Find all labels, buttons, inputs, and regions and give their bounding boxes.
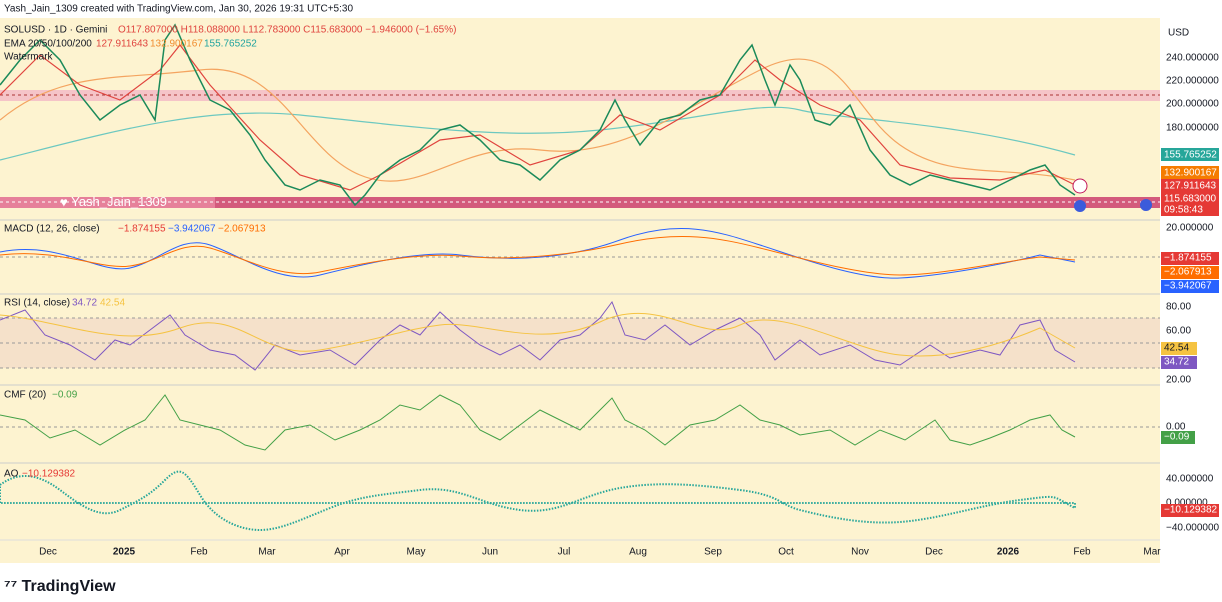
rsi-line: [0, 300, 1076, 371]
time-label: Apr: [334, 547, 350, 558]
time-axis: Dec 2025 Feb Mar Apr May Jun Jul Aug Sep Oct Nov Dec…: [39, 547, 1161, 558]
tick: 220.000000: [1166, 76, 1219, 87]
label-box: [1161, 356, 1197, 369]
rsi-ma: [0, 312, 1076, 357]
price-ticks: 240.000000 220.000000 200.000000 180.000…: [1166, 53, 1219, 234]
label-box: [1161, 431, 1195, 444]
tick: 240.000000: [1166, 53, 1219, 64]
label-box: [1161, 179, 1219, 192]
watermark-text: Yash_Jain_1309: [71, 194, 167, 209]
macd-value: −1.874155: [118, 224, 166, 235]
ema-value: 127.911643: [96, 39, 149, 50]
resistance-zone: [0, 90, 1160, 101]
price-label: 132.900167: [1164, 168, 1217, 179]
tick: 0.00: [1166, 422, 1186, 433]
tick: −40.000000: [1166, 523, 1220, 534]
rsi-label: 42.54: [1164, 343, 1189, 354]
time-label: Feb: [190, 547, 208, 558]
rsi-title: RSI (14, close): [4, 298, 70, 309]
tick: 180.000000: [1166, 123, 1219, 134]
tick: 40.000000: [1166, 474, 1214, 485]
signal-line: [0, 236, 1076, 276]
chart-area: [0, 18, 1160, 563]
price-label: 115.683000: [1164, 194, 1217, 205]
alert-icon[interactable]: [1072, 178, 1088, 194]
time-label: Aug: [629, 547, 647, 558]
label-box: [1161, 342, 1197, 355]
macd-label: −1.874155: [1164, 253, 1212, 264]
ema-20: [0, 44, 1076, 191]
time-label: Dec: [39, 547, 57, 558]
time-label: Mar: [1143, 547, 1161, 558]
ao-value: −10.129382: [22, 469, 76, 480]
label-box: [1161, 148, 1219, 161]
tick: 20.00: [1166, 375, 1191, 386]
tick: 80.00: [1166, 302, 1191, 313]
label-box: [1161, 252, 1219, 265]
time-label: Sep: [704, 547, 722, 558]
support-zone: [215, 197, 1160, 208]
ema-value: 132.900167: [150, 39, 203, 50]
macd-line: [0, 227, 1076, 279]
macd-value: −2.067913: [218, 224, 266, 235]
cmf-label: −0.09: [1164, 432, 1190, 443]
event-icon[interactable]: [1074, 200, 1086, 212]
label-box: [1161, 280, 1219, 293]
time-label: 2026: [997, 547, 1020, 558]
rsi-label: 34.72: [1164, 357, 1189, 368]
time-label: Jun: [482, 547, 498, 558]
label-box: [1161, 166, 1219, 179]
tick: 20.000000: [1166, 223, 1214, 234]
label-box: [1161, 266, 1219, 279]
time-label: 2025: [113, 547, 136, 558]
cmf-line: [0, 394, 1076, 451]
legend-ohlc: O117.807000 H118.088000 L112.783000 C115…: [118, 25, 456, 36]
legend-watermark: Watermark: [4, 52, 54, 63]
ao-histogram: [0, 470, 1076, 532]
legend-symbol: SOLUSD · 1D · Gemini: [4, 25, 107, 36]
ema-50: [0, 58, 1076, 182]
time-label: Mar: [258, 547, 276, 558]
time-label: Feb: [1073, 547, 1091, 558]
watermark: ♥ Yash_Jain_1309: [60, 194, 167, 209]
ao-label: −10.129382: [1164, 505, 1218, 516]
legend-ema: EMA 20/50/100/200: [4, 39, 92, 50]
macd-value: −3.942067: [168, 224, 216, 235]
time-label: Jul: [558, 547, 571, 558]
price-line: [0, 23, 1076, 207]
rsi-value: 42.54: [100, 298, 125, 309]
time-label: Nov: [851, 547, 869, 558]
support-zone: [0, 197, 215, 208]
event-icon[interactable]: [1140, 199, 1152, 211]
time-label: Oct: [778, 547, 794, 558]
time-label: May: [407, 547, 426, 558]
rsi-value: 34.72: [72, 298, 97, 309]
credit: Yash_Jain_1309 created with TradingView.…: [4, 4, 353, 15]
cmf-title: CMF (20): [4, 390, 46, 401]
ao-title: AO: [4, 469, 19, 480]
price-label: 127.911643: [1164, 181, 1217, 192]
brand: TradingView: [22, 578, 117, 595]
countdown: 09:58:43: [1164, 205, 1203, 216]
currency: USD: [1168, 28, 1189, 39]
ema-value: 155.765252: [204, 39, 257, 50]
label-box: [1161, 192, 1219, 216]
price-label: 155.765252: [1164, 150, 1217, 161]
label-box: [1161, 504, 1219, 517]
tick: 200.000000: [1166, 99, 1219, 110]
cmf-value: −0.09: [52, 390, 78, 401]
tick: 60.00: [1166, 326, 1191, 337]
tick: 0.000000: [1166, 498, 1208, 509]
macd-label: −3.942067: [1164, 281, 1212, 292]
ema-200: [0, 106, 1076, 161]
macd-title: MACD (12, 26, close): [4, 224, 100, 235]
time-label: Dec: [925, 547, 943, 558]
footer-brand: ⁷⁷ TradingView: [4, 578, 116, 595]
macd-label: −2.067913: [1164, 267, 1212, 278]
